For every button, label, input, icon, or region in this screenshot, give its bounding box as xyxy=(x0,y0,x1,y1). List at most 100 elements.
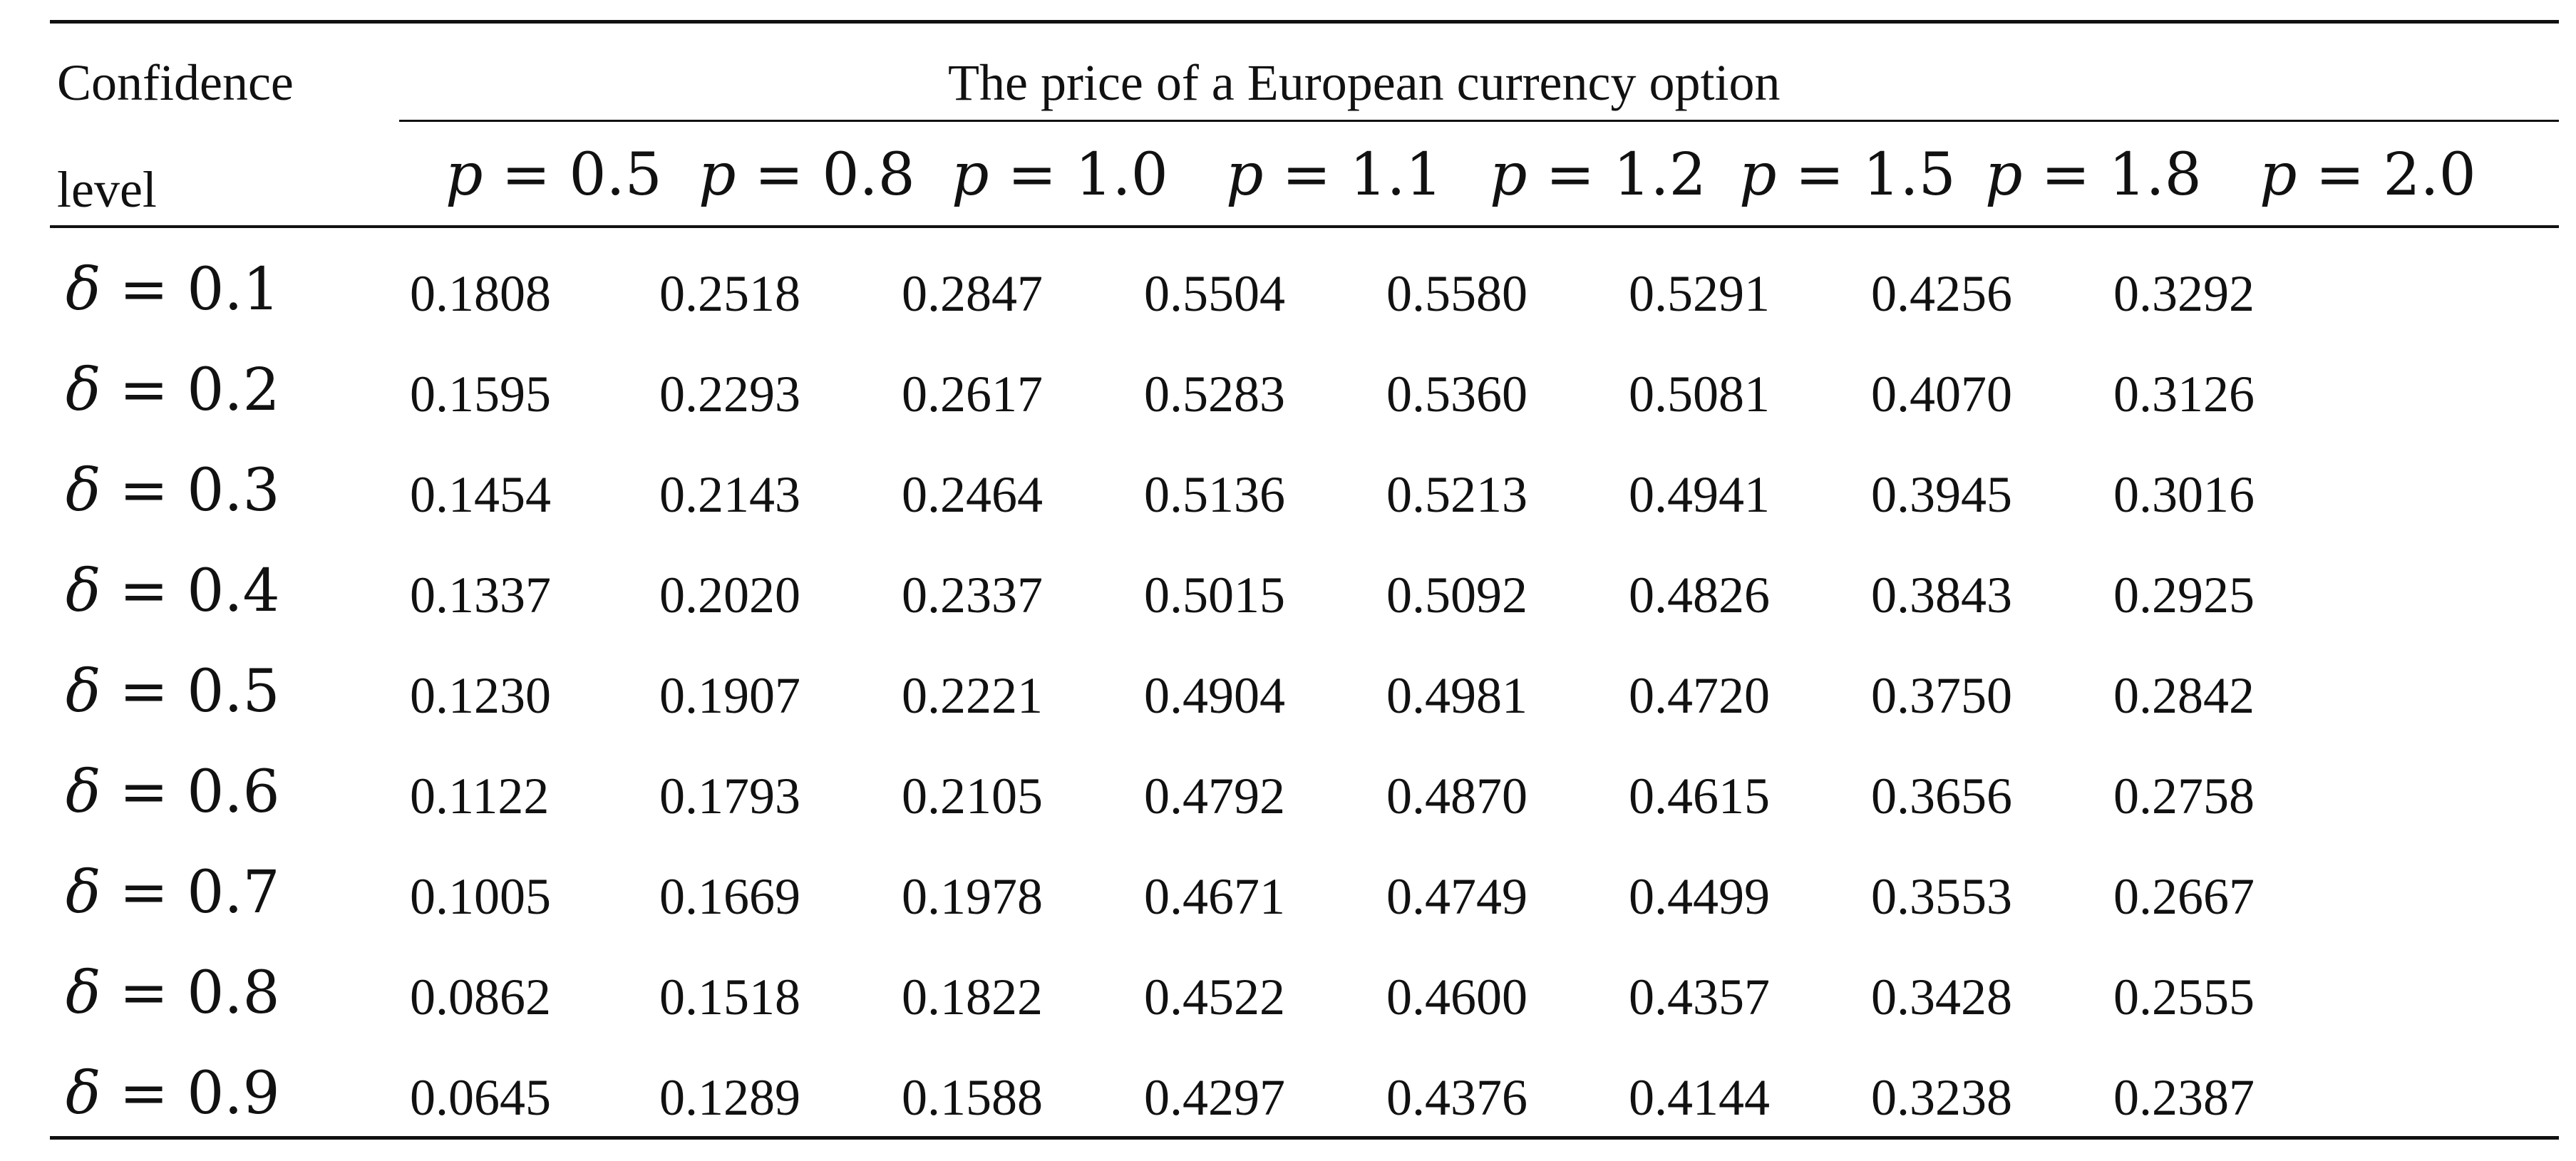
table-cell: 0.4600 xyxy=(1386,969,1527,1026)
delta-value: 0.4 xyxy=(187,557,280,625)
table-row: δ = 0.4 0.1337 0.2020 0.2337 0.5015 0.5092 0.4… xyxy=(0,549,2576,649)
table-cell: 0.0862 xyxy=(410,969,551,1026)
table-cell: 0.4615 xyxy=(1629,768,1770,825)
equals-sign: = xyxy=(101,256,187,324)
table-cell: 0.1454 xyxy=(410,466,551,523)
delta-symbol: δ xyxy=(66,356,101,424)
table-row: δ = 0.2 0.1595 0.2293 0.2617 0.5283 0.5360 0.5… xyxy=(0,349,2576,448)
delta-label: δ = 0.9 xyxy=(66,1065,280,1123)
equals-sign: = xyxy=(101,557,187,625)
p-header-6: p = 1.8 xyxy=(1985,146,2202,205)
p-value: 2.0 xyxy=(2383,141,2476,209)
delta-symbol: δ xyxy=(66,557,101,625)
table-cell: 0.1907 xyxy=(659,667,800,724)
table-cell: 0.4256 xyxy=(1871,265,2012,322)
table-cell: 0.4792 xyxy=(1144,768,1285,825)
table-cell: 0.4904 xyxy=(1144,667,1285,724)
delta-label: δ = 0.4 xyxy=(66,562,280,621)
group-header: The price of a European currency option xyxy=(948,54,1781,111)
table-cell: 0.1230 xyxy=(410,667,551,724)
equals-sign: = xyxy=(101,959,187,1027)
delta-symbol: δ xyxy=(66,859,101,927)
equals-sign: = xyxy=(101,356,187,424)
delta-symbol: δ xyxy=(66,658,101,726)
table-cell: 0.3428 xyxy=(1871,969,2012,1026)
p-value: 1.0 xyxy=(1075,141,1168,209)
delta-symbol: δ xyxy=(66,1060,101,1128)
table-cell: 0.5081 xyxy=(1629,366,1770,423)
equals-sign: = xyxy=(989,141,1076,209)
table-cell: 0.0645 xyxy=(410,1069,551,1126)
delta-label: δ = 0.7 xyxy=(66,864,280,922)
table-cell: 0.3656 xyxy=(1871,768,2012,825)
p-header-5: p = 1.5 xyxy=(1739,146,1956,205)
delta-label: δ = 0.6 xyxy=(66,763,280,822)
table-cell: 0.2842 xyxy=(2113,667,2255,724)
equals-sign: = xyxy=(101,859,187,927)
table-cell: 0.2020 xyxy=(659,567,800,624)
table-row: δ = 0.1 0.1808 0.2518 0.2847 0.5504 0.5580 0.5… xyxy=(0,248,2576,348)
delta-value: 0.7 xyxy=(187,859,280,927)
table-cell: 0.1808 xyxy=(410,265,551,322)
p-value: 0.8 xyxy=(822,141,915,209)
equals-sign: = xyxy=(736,141,823,209)
table-cell: 0.1822 xyxy=(902,969,1043,1026)
p-symbol: p xyxy=(1226,141,1264,209)
table-cell: 0.2464 xyxy=(902,466,1043,523)
table-cell: 0.5092 xyxy=(1386,567,1527,624)
table-cell: 0.5291 xyxy=(1629,265,1770,322)
table-cell: 0.1005 xyxy=(410,868,551,925)
table-cell: 0.5580 xyxy=(1386,265,1527,322)
delta-label: δ = 0.2 xyxy=(66,361,280,420)
equals-sign: = xyxy=(2022,141,2109,209)
table-cell: 0.2143 xyxy=(659,466,800,523)
table-cell: 0.2555 xyxy=(2113,969,2255,1026)
p-header-1: p = 0.8 xyxy=(699,146,915,205)
table-cell: 0.2293 xyxy=(659,366,800,423)
delta-value: 0.9 xyxy=(187,1060,280,1128)
table-cell: 0.2617 xyxy=(902,366,1043,423)
table-row: δ = 0.8 0.0862 0.1518 0.1822 0.4522 0.4600 0.4… xyxy=(0,951,2576,1051)
bottom-rule xyxy=(50,1136,2559,1140)
equals-sign: = xyxy=(101,1060,187,1128)
table-cell: 0.3292 xyxy=(2113,265,2255,322)
table-cell: 0.5213 xyxy=(1386,466,1527,523)
table-cell: 0.4297 xyxy=(1144,1069,1285,1126)
corner-header-line1: Confidence xyxy=(57,54,294,111)
header-rule xyxy=(50,225,2559,228)
table-cell: 0.4376 xyxy=(1386,1069,1527,1126)
table-cell: 0.2925 xyxy=(2113,567,2255,624)
p-symbol: p xyxy=(699,141,736,209)
table-cell: 0.2667 xyxy=(2113,868,2255,925)
table-cell: 0.2758 xyxy=(2113,768,2255,825)
p-symbol: p xyxy=(1985,141,2023,209)
equals-sign: = xyxy=(483,141,570,209)
p-header-3: p = 1.1 xyxy=(1226,146,1443,205)
table-cell: 0.2518 xyxy=(659,265,800,322)
table-cell: 0.4070 xyxy=(1871,366,2012,423)
table-cell: 0.3238 xyxy=(1871,1069,2012,1126)
p-value: 1.5 xyxy=(1863,141,1956,209)
p-symbol: p xyxy=(1490,141,1527,209)
delta-value: 0.8 xyxy=(187,959,280,1027)
table-cell: 0.1793 xyxy=(659,768,800,825)
delta-symbol: δ xyxy=(66,256,101,324)
group-header-rule xyxy=(399,120,2559,122)
table-cell: 0.1669 xyxy=(659,868,800,925)
delta-symbol: δ xyxy=(66,758,101,826)
delta-value: 0.6 xyxy=(187,758,280,826)
table-cell: 0.4749 xyxy=(1386,868,1527,925)
table-row: δ = 0.9 0.0645 0.1289 0.1588 0.4297 0.4376 0.4… xyxy=(0,1052,2576,1152)
table-cell: 0.5504 xyxy=(1144,265,1285,322)
p-header-7: p = 2.0 xyxy=(2260,146,2476,205)
table-cell: 0.3843 xyxy=(1871,567,2012,624)
equals-sign: = xyxy=(1527,141,1614,209)
p-symbol: p xyxy=(1739,141,1777,209)
equals-sign: = xyxy=(1776,141,1863,209)
table-cell: 0.1122 xyxy=(410,768,550,825)
table-cell: 0.2337 xyxy=(902,567,1043,624)
delta-value: 0.1 xyxy=(187,256,280,324)
delta-symbol: δ xyxy=(66,959,101,1027)
table-cell: 0.4826 xyxy=(1629,567,1770,624)
table-cell: 0.4720 xyxy=(1629,667,1770,724)
